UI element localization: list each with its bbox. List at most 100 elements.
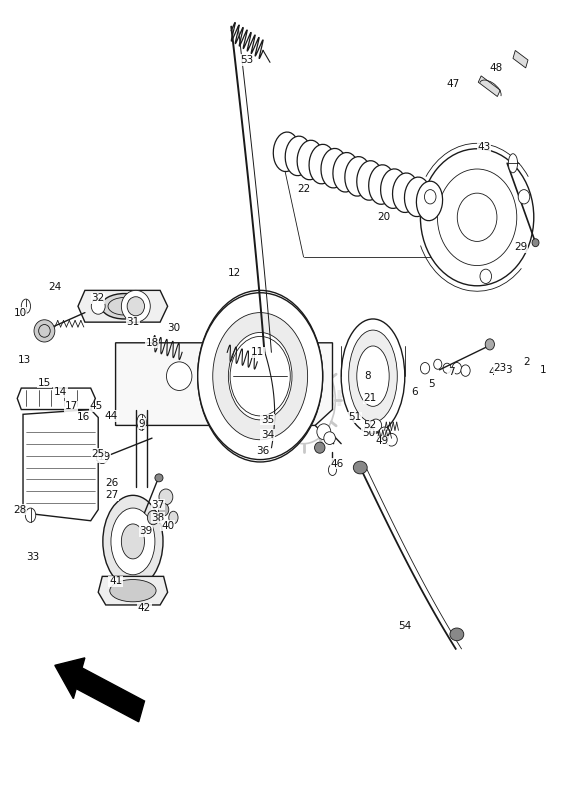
Ellipse shape	[370, 419, 382, 432]
Text: 13: 13	[18, 355, 32, 366]
Ellipse shape	[392, 173, 419, 213]
Ellipse shape	[485, 339, 495, 350]
Ellipse shape	[349, 330, 397, 422]
Text: 32: 32	[92, 294, 105, 303]
Ellipse shape	[211, 309, 310, 444]
Text: 17: 17	[64, 402, 78, 411]
Text: 39: 39	[140, 526, 153, 536]
Text: 9: 9	[138, 419, 145, 429]
Text: 51: 51	[348, 413, 361, 422]
Ellipse shape	[405, 177, 430, 217]
Text: 41: 41	[109, 576, 122, 586]
Polygon shape	[23, 410, 98, 521]
Text: 52: 52	[363, 421, 377, 430]
Text: 42: 42	[138, 603, 151, 613]
Ellipse shape	[137, 414, 146, 430]
Text: 40: 40	[161, 521, 174, 530]
Text: 27: 27	[105, 490, 118, 500]
Ellipse shape	[420, 362, 430, 374]
Text: 14: 14	[54, 387, 67, 397]
Ellipse shape	[317, 424, 331, 440]
Text: 38: 38	[151, 513, 165, 522]
FancyArrow shape	[55, 658, 144, 722]
Text: 20: 20	[377, 212, 390, 222]
Ellipse shape	[198, 290, 322, 462]
Text: 46: 46	[331, 458, 344, 469]
Ellipse shape	[159, 489, 173, 505]
Ellipse shape	[213, 313, 308, 440]
Text: 5: 5	[429, 379, 435, 389]
Text: 25: 25	[92, 449, 105, 459]
Ellipse shape	[518, 190, 530, 204]
Text: Mototechni: Mototechni	[232, 390, 374, 410]
Text: 7: 7	[448, 367, 454, 377]
Text: 11: 11	[251, 347, 264, 358]
Polygon shape	[98, 576, 168, 605]
Ellipse shape	[111, 508, 155, 574]
Text: 26: 26	[105, 478, 118, 489]
Ellipse shape	[198, 293, 322, 459]
Text: 54: 54	[398, 622, 411, 631]
Polygon shape	[478, 76, 500, 97]
Ellipse shape	[110, 579, 156, 602]
Ellipse shape	[333, 153, 359, 192]
Polygon shape	[116, 342, 332, 426]
Text: 34: 34	[261, 430, 274, 440]
Text: 53: 53	[240, 55, 253, 65]
Ellipse shape	[155, 474, 163, 482]
Text: 45: 45	[90, 402, 103, 411]
Ellipse shape	[101, 294, 147, 319]
Text: 28: 28	[13, 505, 27, 514]
Ellipse shape	[127, 297, 144, 316]
Ellipse shape	[450, 628, 464, 641]
Ellipse shape	[357, 346, 389, 406]
Ellipse shape	[434, 359, 442, 370]
Ellipse shape	[166, 362, 192, 390]
Polygon shape	[513, 50, 528, 68]
Ellipse shape	[158, 503, 169, 516]
Polygon shape	[18, 388, 95, 410]
Ellipse shape	[228, 333, 292, 420]
Text: 1: 1	[540, 365, 547, 375]
Ellipse shape	[385, 434, 397, 446]
Ellipse shape	[103, 495, 163, 587]
Text: 22: 22	[297, 184, 310, 194]
Text: 36: 36	[256, 446, 270, 456]
Ellipse shape	[353, 461, 367, 474]
Text: 48: 48	[489, 63, 502, 73]
Ellipse shape	[324, 432, 335, 445]
Ellipse shape	[309, 144, 335, 184]
Ellipse shape	[532, 238, 539, 246]
Ellipse shape	[91, 298, 105, 314]
Text: 31: 31	[126, 317, 140, 327]
Text: 2: 2	[523, 357, 530, 367]
Ellipse shape	[452, 362, 461, 374]
Ellipse shape	[425, 190, 436, 204]
Ellipse shape	[508, 154, 517, 173]
Text: 24: 24	[48, 282, 61, 292]
Text: 8: 8	[364, 371, 370, 381]
Ellipse shape	[480, 269, 492, 283]
Ellipse shape	[285, 136, 311, 176]
Ellipse shape	[34, 320, 55, 342]
Ellipse shape	[461, 365, 470, 376]
Ellipse shape	[379, 427, 390, 440]
Ellipse shape	[21, 299, 30, 314]
Ellipse shape	[369, 165, 395, 204]
Ellipse shape	[315, 442, 325, 454]
Text: 50: 50	[362, 428, 375, 438]
Text: 16: 16	[77, 413, 91, 422]
Text: 30: 30	[167, 323, 180, 334]
Text: 47: 47	[446, 79, 460, 89]
Ellipse shape	[147, 510, 159, 525]
Text: 37: 37	[151, 500, 165, 510]
Ellipse shape	[96, 451, 108, 463]
Text: 43: 43	[477, 142, 491, 152]
Text: 35: 35	[261, 415, 274, 425]
Text: 21: 21	[363, 394, 377, 403]
Ellipse shape	[273, 132, 300, 171]
Text: 44: 44	[105, 411, 118, 421]
Ellipse shape	[297, 140, 324, 180]
Ellipse shape	[25, 508, 36, 522]
Text: 6: 6	[411, 387, 418, 397]
